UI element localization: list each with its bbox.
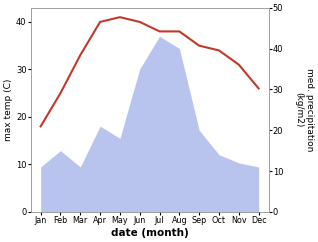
- Y-axis label: med. precipitation
(kg/m2): med. precipitation (kg/m2): [294, 68, 314, 151]
- Y-axis label: max temp (C): max temp (C): [4, 79, 13, 141]
- X-axis label: date (month): date (month): [111, 228, 189, 238]
